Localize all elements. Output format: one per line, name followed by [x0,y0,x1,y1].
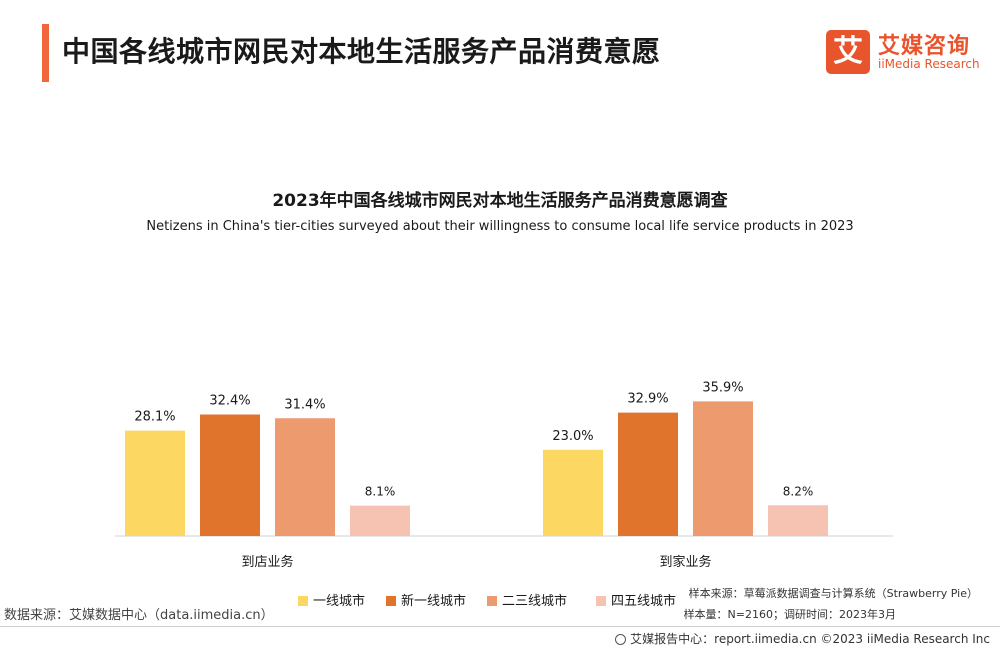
footer-divider [0,626,1000,627]
legend-item-2: 新一线城市 [386,590,466,609]
sample-source-note: 样本来源：草莓派数据调查与计算系统（Strawberry Pie） [688,587,978,600]
data-label-1-2: 32.4% [209,394,250,409]
legend-swatch-1 [298,596,308,606]
globe-icon [615,634,627,645]
data-label-1-4: 8.1% [365,485,396,499]
data-label-2-1: 23.0% [552,429,593,444]
bar-1-2 [200,414,260,536]
category-label-2: 到家业务 [659,554,711,570]
data-label-1-3: 31.4% [284,397,325,412]
data-label-2-3: 35.9% [702,380,743,395]
bar-1-1 [125,430,185,536]
legend-item-3: 二三线城市 [487,590,567,609]
legend-swatch-2 [386,596,396,606]
bar-2-4 [768,505,828,536]
category-label-1: 到店业务 [241,554,293,570]
data-source-note: 数据来源：艾媒数据中心（data.iimedia.cn） [4,608,274,623]
title-accent-bar [42,24,49,82]
legend-item-4: 四五线城市 [596,590,676,609]
bar-2-1 [543,449,603,536]
legend-label-2: 新一线城市 [401,594,467,609]
data-label-1-1: 28.1% [134,410,175,425]
legend-label-4: 四五线城市 [611,594,677,609]
chart-title: 2023年中国各线城市网民对本地生活服务产品消费意愿调查 [272,191,728,211]
bar-1-4 [350,505,410,536]
legend-item-1: 一线城市 [298,590,365,609]
data-label-2-4: 8.2% [783,484,814,498]
bar-2-2 [618,412,678,536]
chart-subtitle: Netizens in China's tier-cities surveyed… [146,219,854,234]
logo-mark-icon: 艾 [826,30,870,74]
bar-2-3 [693,401,753,536]
iimedia-logo: 艾 艾媒咨询 iiMedia Research [826,30,986,76]
logo-name-en: iiMedia Research [878,57,980,71]
page-title: 中国各线城市网民对本地生活服务产品消费意愿 [62,35,661,68]
footer-text: 艾媒报告中心：report.iimedia.cn ©2023 iiMedia R… [630,632,990,646]
legend-label-1: 一线城市 [313,594,366,609]
data-label-2-2: 32.9% [627,392,668,407]
legend-label-3: 二三线城市 [502,594,568,609]
logo-name-cn: 艾媒咨询 [878,34,971,59]
legend-swatch-3 [487,596,497,606]
legend-swatch-4 [596,596,606,606]
sample-size-note: 样本量：N=2160；调研时间：2023年3月 [683,608,896,621]
footer: 艾媒报告中心：report.iimedia.cn ©2023 iiMedia R… [615,630,990,647]
bar-chart: 28.1% 32.4% 31.4% 8.1% 到店业务 23.0% 32.9% 35.9% 8.… [115,380,893,570]
bar-1-3 [275,418,335,536]
